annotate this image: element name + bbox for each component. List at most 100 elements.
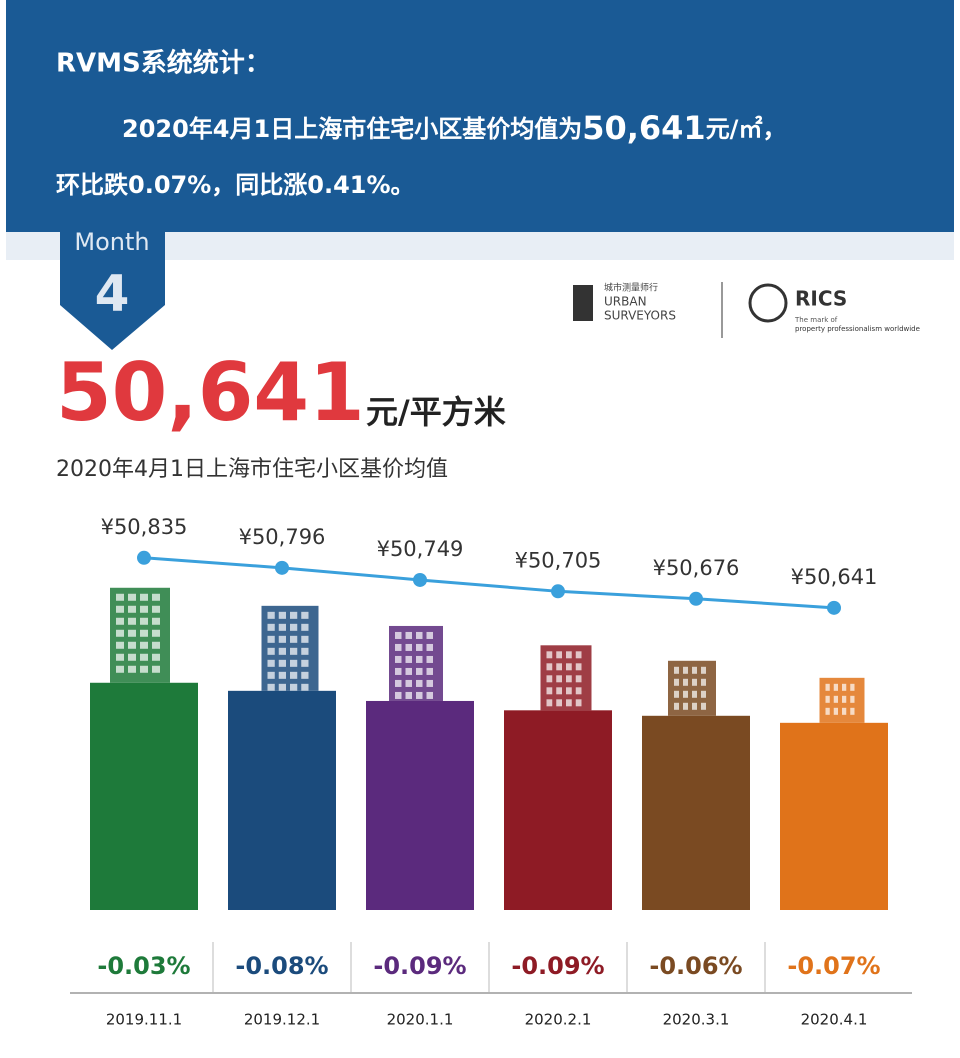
- building-window: [152, 641, 160, 649]
- value-label: ¥50,641: [791, 565, 878, 589]
- change-label: -0.07%: [787, 952, 880, 980]
- building-window: [267, 611, 275, 619]
- header-line1-prefix: 2020年4月1日上海市住宅小区基价均值为: [122, 115, 582, 143]
- building-window: [692, 690, 697, 698]
- building-window: [267, 683, 275, 691]
- building-window: [575, 675, 582, 683]
- building-window: [267, 659, 275, 667]
- rics-tag1: The mark of: [794, 316, 838, 324]
- building-window: [290, 659, 298, 667]
- building-window: [395, 667, 402, 675]
- building-window: [546, 699, 553, 707]
- building-window: [405, 643, 412, 651]
- building-window: [290, 683, 298, 691]
- urban-cn: 城市测量师行: [604, 282, 658, 294]
- building-window: [152, 665, 160, 673]
- building-window: [405, 679, 412, 687]
- headline-caption: 2020年4月1日上海市住宅小区基价均值: [56, 457, 448, 482]
- building-window: [395, 679, 402, 687]
- building-window: [546, 687, 553, 695]
- building-window: [701, 702, 706, 710]
- building-window: [128, 665, 136, 673]
- building-window: [546, 675, 553, 683]
- building-window: [416, 691, 423, 699]
- urban-en1: URBAN: [604, 295, 647, 309]
- building-window: [556, 687, 562, 695]
- building-window: [290, 647, 298, 655]
- building-window: [426, 679, 433, 687]
- building-window: [850, 707, 855, 715]
- line-series: [143, 556, 835, 610]
- building-window: [290, 635, 298, 643]
- building-window: [556, 675, 562, 683]
- building-window: [152, 605, 160, 613]
- building-window: [140, 617, 148, 625]
- building-window: [825, 707, 830, 715]
- building-window: [833, 707, 838, 715]
- building-window: [267, 647, 275, 655]
- building-window: [701, 678, 706, 686]
- building-window: [140, 593, 148, 601]
- building-window: [683, 666, 688, 674]
- x-tick-label: 2019.12.1: [244, 1011, 320, 1029]
- building-window: [278, 671, 286, 679]
- building-window: [692, 666, 697, 674]
- building-window: [278, 659, 286, 667]
- change-label: -0.08%: [235, 952, 328, 980]
- headline-unit: 元/平方米: [366, 393, 506, 431]
- building-window: [140, 605, 148, 613]
- x-tick-label: 2020.2.1: [525, 1011, 592, 1029]
- building-window: [301, 635, 309, 643]
- line-point: [275, 560, 289, 575]
- building-window: [566, 675, 572, 683]
- building-window: [267, 623, 275, 631]
- building-window: [267, 635, 275, 643]
- change-label: -0.09%: [373, 952, 466, 980]
- building-window: [416, 643, 423, 651]
- building-window: [278, 611, 286, 619]
- change-label: -0.06%: [649, 952, 742, 980]
- building-window: [683, 690, 688, 698]
- header-line1: 2020年4月1日上海市住宅小区基价均值为50,641元/㎡，: [122, 109, 786, 147]
- building-window: [116, 665, 124, 673]
- building-window: [405, 631, 412, 639]
- building-window: [116, 641, 124, 649]
- urban-en2: SURVEYORS: [604, 309, 676, 323]
- building-window: [825, 695, 830, 703]
- building-window: [395, 643, 402, 651]
- bar: [642, 715, 750, 910]
- building-window: [301, 683, 309, 691]
- urban-logo-mark: [573, 285, 593, 321]
- building-window: [416, 631, 423, 639]
- building-window: [301, 623, 309, 631]
- building-window: [405, 655, 412, 663]
- building-window: [683, 678, 688, 686]
- building-window: [674, 678, 679, 686]
- building-window: [140, 641, 148, 649]
- building-window: [140, 653, 148, 661]
- building-window: [128, 605, 136, 613]
- building-window: [575, 687, 582, 695]
- building-window: [416, 667, 423, 675]
- building-window: [278, 683, 286, 691]
- building-window: [116, 605, 124, 613]
- x-tick-label: 2020.3.1: [663, 1011, 730, 1029]
- building-window: [152, 653, 160, 661]
- building-window: [128, 641, 136, 649]
- bar: [366, 700, 474, 910]
- building-window: [566, 699, 572, 707]
- building-window: [267, 671, 275, 679]
- building-window: [128, 593, 136, 601]
- bar: [90, 682, 198, 910]
- building-window: [405, 691, 412, 699]
- building-window: [116, 629, 124, 637]
- building-window: [575, 699, 582, 707]
- building-window: [556, 651, 562, 659]
- building-window: [152, 629, 160, 637]
- building-window: [278, 635, 286, 643]
- rics-logo-mark: [748, 283, 788, 323]
- building-window: [833, 695, 838, 703]
- building-window: [152, 593, 160, 601]
- building-window: [301, 671, 309, 679]
